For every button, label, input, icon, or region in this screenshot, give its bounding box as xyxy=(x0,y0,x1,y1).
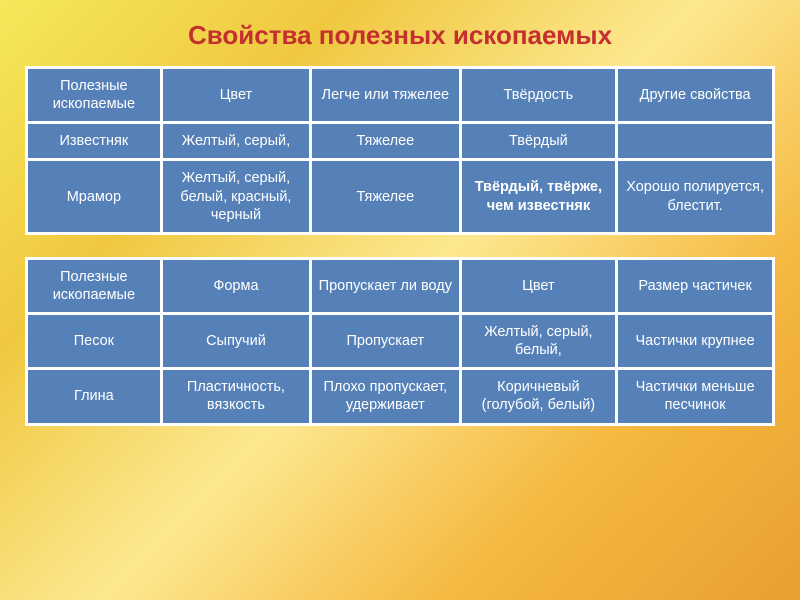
hardness-cell: Твёрдый, твёрже, чем известняк xyxy=(462,161,616,231)
form-cell: Пластичность, вязкость xyxy=(163,370,309,422)
table-row: Глина Пластичность, вязкость Плохо пропу… xyxy=(28,370,772,422)
table-row: Мрамор Желтый, серый, белый, красный, че… xyxy=(28,161,772,231)
color-cell: Желтый, серый, xyxy=(163,124,309,158)
minerals-table-2: Полезные ископаемые Форма Пропускает ли … xyxy=(25,257,775,426)
color-cell: Желтый, серый, белый, красный, черный xyxy=(163,161,309,231)
color-cell: Коричневый (голубой, белый) xyxy=(462,370,616,422)
table-2-container: Полезные ископаемые Форма Пропускает ли … xyxy=(25,257,775,426)
mineral-name-cell: Глина xyxy=(28,370,160,422)
header-cell: Легче или тяжелее xyxy=(312,69,458,121)
other-cell: Хорошо полируется, блестит. xyxy=(618,161,772,231)
header-cell: Цвет xyxy=(462,260,616,312)
mineral-name-cell: Мрамор xyxy=(28,161,160,231)
header-cell: Форма xyxy=(163,260,309,312)
weight-cell: Тяжелее xyxy=(312,124,458,158)
color-cell: Желтый, серый, белый, xyxy=(462,315,616,367)
hardness-cell: Твёрдый xyxy=(462,124,616,158)
header-cell: Пропускает ли воду xyxy=(312,260,458,312)
header-cell: Цвет xyxy=(163,69,309,121)
mineral-name-cell: Песок xyxy=(28,315,160,367)
table-1-container: Полезные ископаемые Цвет Легче или тяжел… xyxy=(25,66,775,235)
header-cell: Размер частичек xyxy=(618,260,772,312)
size-cell: Частички крупнее xyxy=(618,315,772,367)
table-header-row: Полезные ископаемые Форма Пропускает ли … xyxy=(28,260,772,312)
minerals-table-1: Полезные ископаемые Цвет Легче или тяжел… xyxy=(25,66,775,235)
size-cell: Частички меньше песчинок xyxy=(618,370,772,422)
header-cell: Полезные ископаемые xyxy=(28,69,160,121)
water-cell: Плохо пропускает, удерживает xyxy=(312,370,458,422)
form-cell: Сыпучий xyxy=(163,315,309,367)
water-cell: Пропускает xyxy=(312,315,458,367)
page-title: Свойства полезных ископаемых xyxy=(188,20,612,51)
header-cell: Твёрдость xyxy=(462,69,616,121)
table-row: Известняк Желтый, серый, Тяжелее Твёрдый xyxy=(28,124,772,158)
other-cell xyxy=(618,124,772,158)
header-cell: Другие свойства xyxy=(618,69,772,121)
table-header-row: Полезные ископаемые Цвет Легче или тяжел… xyxy=(28,69,772,121)
header-cell: Полезные ископаемые xyxy=(28,260,160,312)
table-row: Песок Сыпучий Пропускает Желтый, серый, … xyxy=(28,315,772,367)
weight-cell: Тяжелее xyxy=(312,161,458,231)
mineral-name-cell: Известняк xyxy=(28,124,160,158)
